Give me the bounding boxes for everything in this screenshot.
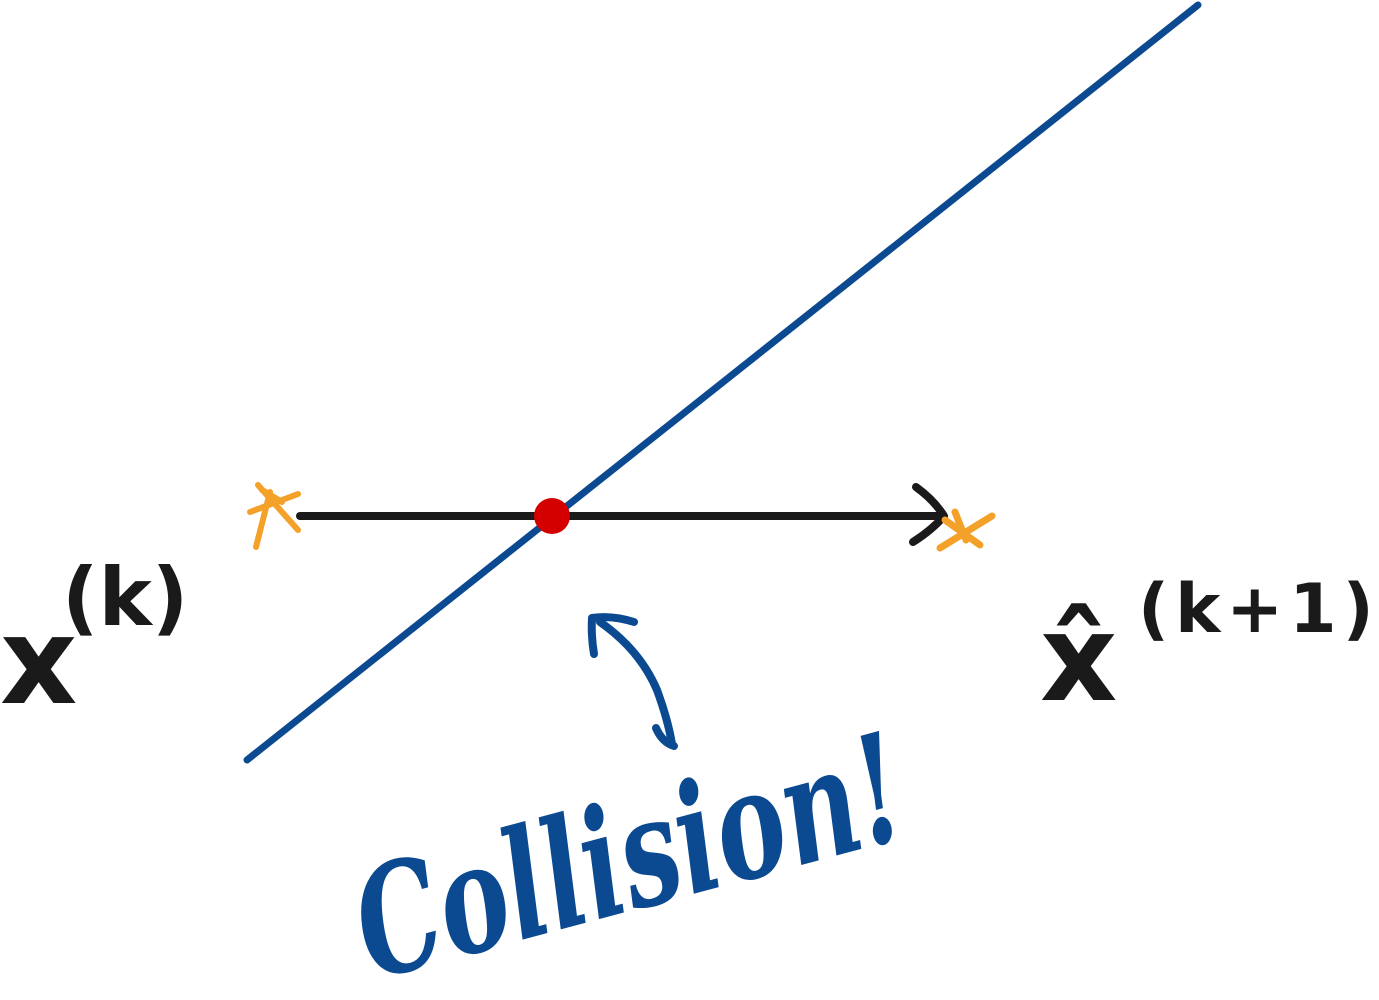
- end-asterisk-icon: [936, 508, 996, 552]
- end-superscript-label: (k+1): [1138, 570, 1379, 649]
- end-point-label: x̂: [1040, 590, 1117, 729]
- pointer-curved-arrow-icon: [587, 613, 678, 750]
- start-superscript-label: (k): [62, 551, 188, 644]
- start-point-label: x: [0, 593, 77, 732]
- collision-point-dot-icon: [534, 498, 570, 534]
- start-asterisk-icon: [247, 482, 301, 550]
- step-arrow-head: [909, 483, 948, 546]
- obstacle-line: [243, 1, 1202, 764]
- collision-annotation: Collision!: [336, 700, 922, 1000]
